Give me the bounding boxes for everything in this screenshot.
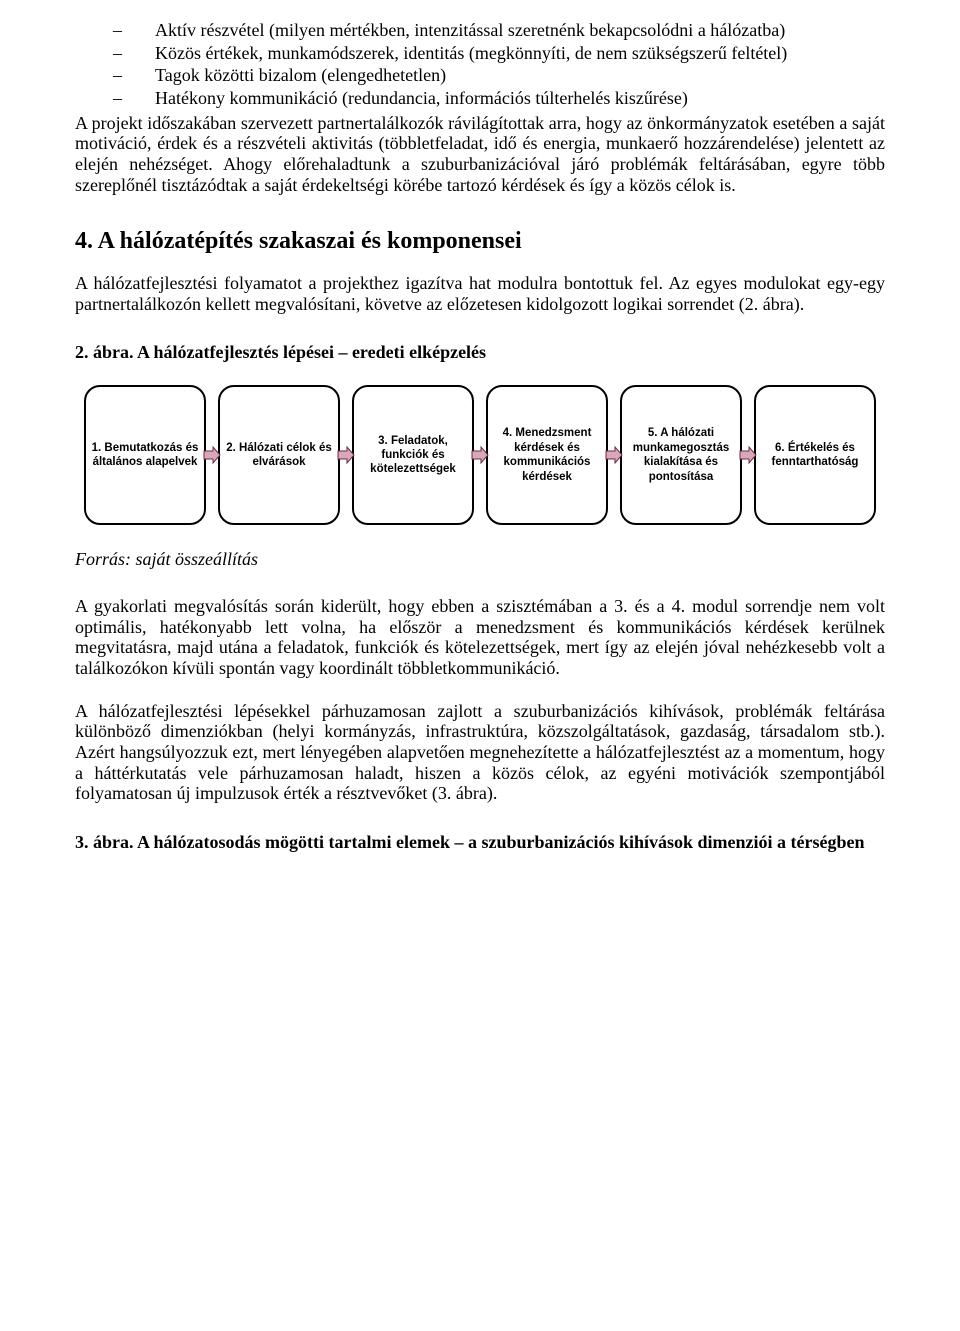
bullet-dash: – <box>75 20 155 41</box>
bullet-text: Tagok közötti bizalom (elengedhetetlen) <box>155 65 885 86</box>
arrow-right-icon <box>203 446 221 464</box>
paragraph: A gyakorlati megvalósítás során kiderült… <box>75 596 885 679</box>
arrow-right-icon <box>605 446 623 464</box>
flowchart-node: 1. Bemutatkozás és általános alapelvek <box>84 385 206 525</box>
list-item: – Közös értékek, munkamódszerek, identit… <box>75 43 885 64</box>
arrow-right-icon <box>739 446 757 464</box>
list-item: – Hatékony kommunikáció (redundancia, in… <box>75 88 885 109</box>
flowchart-node: 3. Feladatok, funkciók és kötelezettsége… <box>352 385 474 525</box>
flowchart-node: 5. A hálózati munkamegosztás kialakítása… <box>620 385 742 525</box>
bullet-text: Hatékony kommunikáció (redundancia, info… <box>155 88 885 109</box>
figure-caption: 2. ábra. A hálózatfejlesztés lépései – e… <box>75 342 885 363</box>
spacer <box>75 681 885 701</box>
paragraph: A projekt időszakában szervezett partner… <box>75 113 885 196</box>
section-heading: 4. A hálózatépítés szakaszai és komponen… <box>75 228 885 256</box>
arrow-right-icon <box>337 446 355 464</box>
bullet-dash: – <box>75 88 155 109</box>
paragraph: A hálózatfejlesztési lépésekkel párhuzam… <box>75 701 885 804</box>
bullet-dash: – <box>75 43 155 64</box>
flowchart-node: 2. Hálózati célok és elvárások <box>218 385 340 525</box>
bullet-text: Közös értékek, munkamódszerek, identitás… <box>155 43 885 64</box>
bullet-list: – Aktív részvétel (milyen mértékben, int… <box>75 20 885 109</box>
flowchart-node: 6. Értékelés és fenntarthatóság <box>754 385 876 525</box>
arrow-right-icon <box>471 446 489 464</box>
list-item: – Tagok közötti bizalom (elengedhetetlen… <box>75 65 885 86</box>
figure-caption: 3. ábra. A hálózatosodás mögötti tartalm… <box>75 832 885 853</box>
source-text: Forrás: saját összeállítás <box>75 549 885 570</box>
bullet-text: Aktív részvétel (milyen mértékben, inten… <box>155 20 885 41</box>
bullet-dash: – <box>75 65 155 86</box>
paragraph: A hálózatfejlesztési folyamatot a projek… <box>75 273 885 314</box>
flowchart-node: 4. Menedzsment kérdések és kommunikációs… <box>486 385 608 525</box>
list-item: – Aktív részvétel (milyen mértékben, int… <box>75 20 885 41</box>
flowchart-diagram: 1. Bemutatkozás és általános alapelvek 2… <box>55 385 905 525</box>
